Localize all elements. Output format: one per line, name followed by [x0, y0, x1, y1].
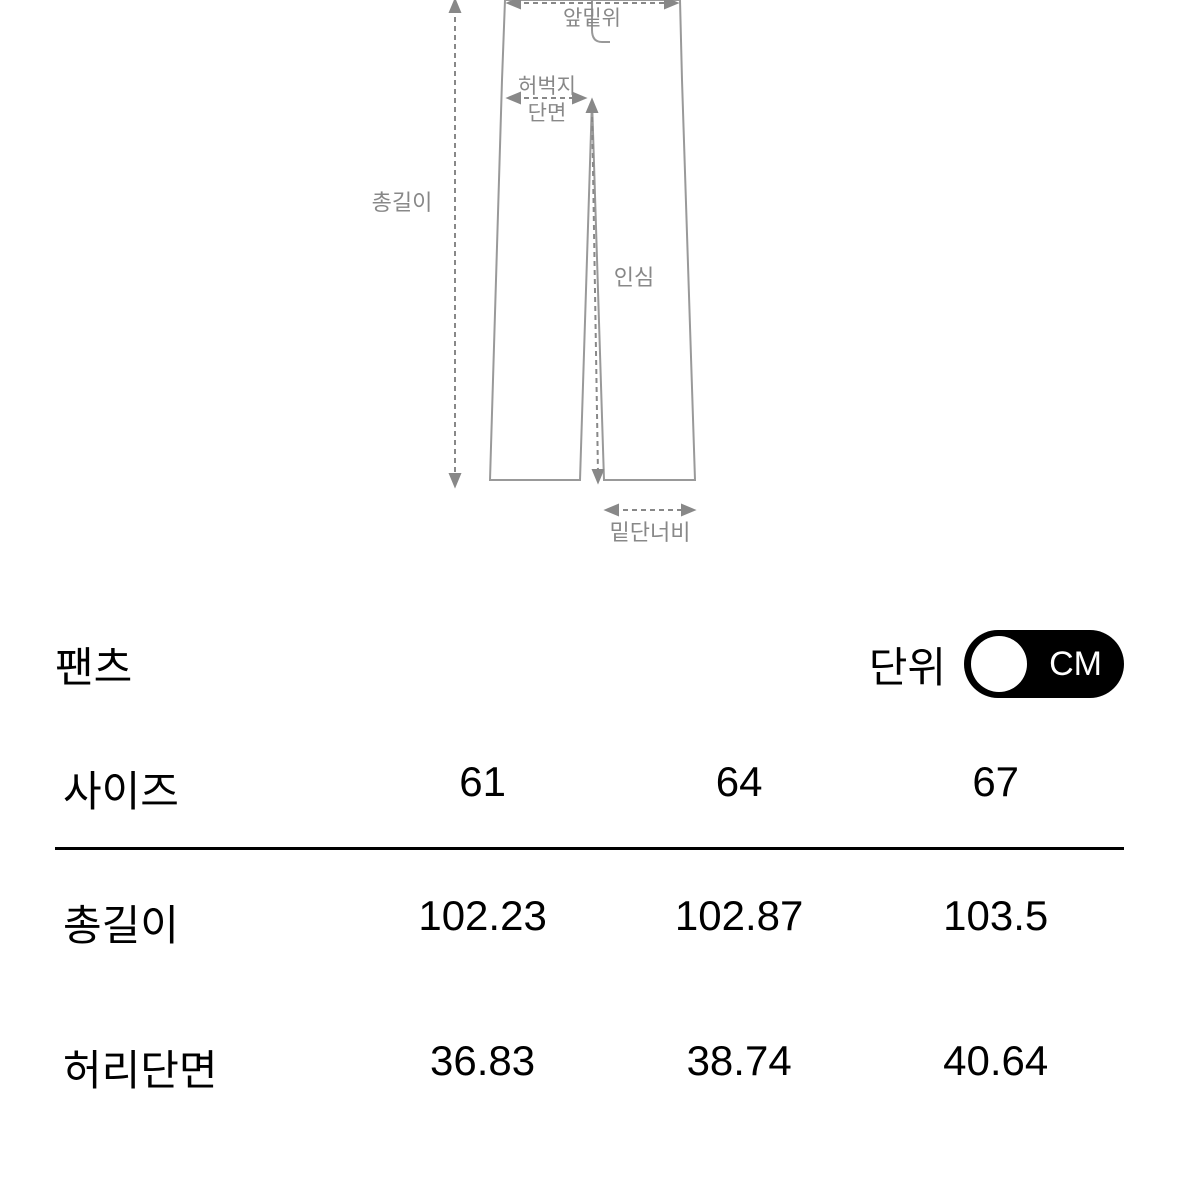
unit-section: 단위 CM [869, 630, 1124, 698]
row-label-1: 허리단면 [55, 1037, 354, 1098]
row-val-1-2: 40.64 [867, 1037, 1124, 1098]
table-header: 팬츠 단위 CM [0, 580, 1179, 728]
row-val-0-2: 103.5 [867, 892, 1124, 953]
toggle-knob [971, 636, 1027, 692]
pants-diagram: 앞밑위 허벅지 단면 총길이 인심 밑단너비 [0, 0, 1179, 580]
size-table: 사이즈 61 64 67 총길이 102.23 102.87 103.5 허리단… [0, 728, 1179, 1140]
diagram-label-hem: 밑단너비 [609, 520, 690, 545]
category-label: 팬츠 [55, 634, 132, 695]
size-header-2: 67 [867, 758, 1124, 819]
unit-toggle[interactable]: CM [964, 630, 1124, 698]
toggle-text: CM [1049, 645, 1102, 684]
table-row: 총길이 102.23 102.87 103.5 [55, 850, 1124, 995]
diagram-label-front-rise: 앞밑위 [563, 7, 621, 30]
diagram-label-total-length: 총길이 [371, 190, 432, 215]
size-header-1: 64 [611, 758, 868, 819]
row-val-0-1: 102.87 [611, 892, 868, 953]
size-column-header: 사이즈 [55, 758, 354, 819]
diagram-label-thigh-bottom: 단면 [527, 102, 566, 125]
diagram-label-thigh-top: 허벅지 [518, 75, 576, 98]
row-val-1-0: 36.83 [354, 1037, 611, 1098]
pants-svg: 앞밑위 허벅지 단면 총길이 인심 밑단너비 [340, 0, 840, 560]
diagram-label-inseam: 인심 [613, 265, 653, 290]
size-header-0: 61 [354, 758, 611, 819]
row-label-0: 총길이 [55, 892, 354, 953]
row-val-1-1: 38.74 [611, 1037, 868, 1098]
table-row: 허리단면 36.83 38.74 40.64 [55, 995, 1124, 1140]
row-val-0-0: 102.23 [354, 892, 611, 953]
unit-label: 단위 [869, 634, 946, 695]
table-header-row: 사이즈 61 64 67 [55, 728, 1124, 850]
